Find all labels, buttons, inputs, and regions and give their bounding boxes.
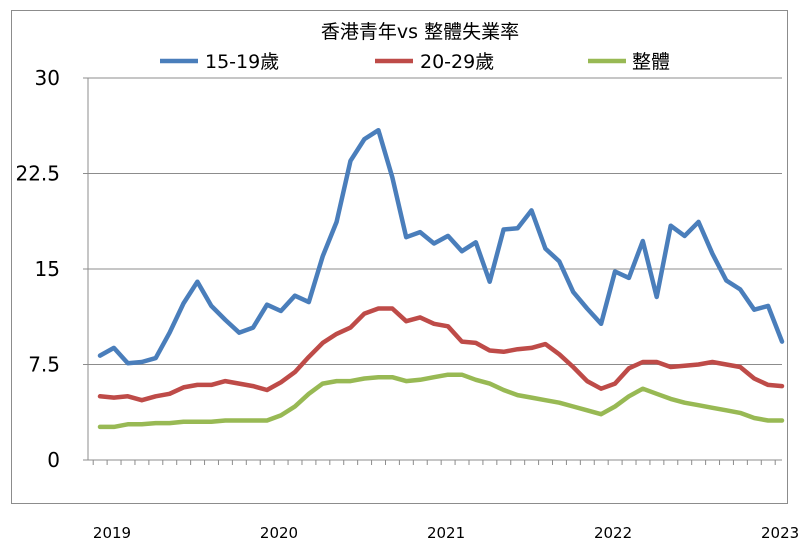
series-line-1 [97, 306, 785, 403]
series-line-2 [97, 372, 785, 430]
x-tick-label: 2020 [260, 524, 298, 542]
legend-label-0: 15-19歲 [205, 51, 279, 73]
chart-frame [11, 10, 788, 504]
legend: 15-19歲 20-29歲 整體 [160, 51, 670, 73]
x-axis-ticks: 2019 2020 2021 2022 2023 [92, 460, 799, 542]
x-tick-label: 2023 [761, 524, 799, 542]
y-tick-label: 0 [47, 448, 60, 472]
x-tick-label: 2021 [427, 524, 465, 542]
x-tick-label: 2019 [93, 524, 131, 542]
legend-label-2: 整體 [632, 51, 670, 73]
gridlines [88, 77, 782, 365]
series-line-0 [97, 127, 785, 366]
series-lines [97, 127, 785, 430]
x-tick-label: 2022 [594, 524, 632, 542]
y-tick-label: 7.5 [28, 353, 60, 377]
y-tick-label: 30 [35, 66, 60, 90]
chart-title: 香港青年vs 整體失業率 [321, 21, 519, 43]
y-tick-label: 22.5 [15, 162, 60, 186]
y-tick-label: 15 [35, 257, 60, 281]
legend-label-1: 20-29歲 [420, 51, 494, 73]
y-axis-ticks: 0 7.5 15 22.5 30 [15, 66, 88, 472]
